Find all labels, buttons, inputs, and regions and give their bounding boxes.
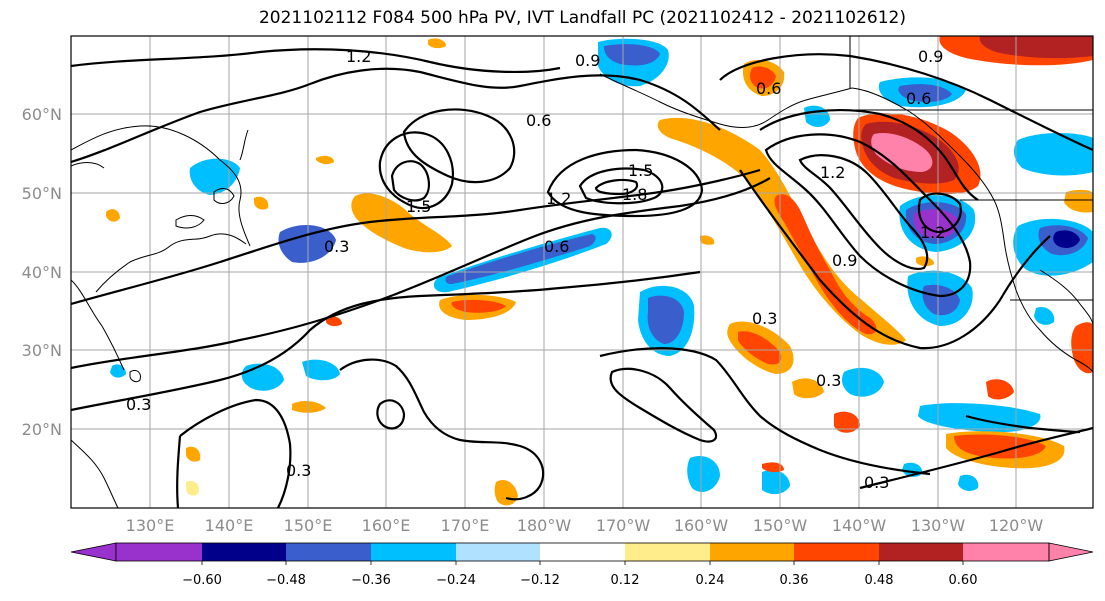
map-title: 2021102112 F084 500 hPa PV, IVT Landfall… xyxy=(258,8,906,28)
contour-label: 1.2 xyxy=(820,163,845,182)
lat-label: 60°N xyxy=(22,105,62,124)
lon-label: 130°W xyxy=(911,516,966,535)
colorbar-tick-label: 0.36 xyxy=(780,573,809,588)
lon-label: 150°W xyxy=(753,516,808,535)
contour-label: 0.3 xyxy=(126,395,151,414)
colorbar-segment xyxy=(540,543,625,561)
lat-label: 40°N xyxy=(22,263,62,282)
colorbar-segment xyxy=(70,542,117,562)
lon-label: 140°W xyxy=(832,516,887,535)
lon-label: 180°W xyxy=(517,516,572,535)
colorbar-segment xyxy=(286,543,371,561)
lon-label: 170°W xyxy=(596,516,651,535)
lon-label: 160°W xyxy=(674,516,729,535)
contour-label: 1.8 xyxy=(622,185,647,204)
contour-label: 0.3 xyxy=(324,237,349,256)
lon-label: 120°W xyxy=(989,516,1044,535)
contour-label: 1.2 xyxy=(920,223,945,242)
colorbar-segment xyxy=(879,543,963,561)
lon-label: 170°E xyxy=(441,516,490,535)
contour-label: 0.9 xyxy=(575,51,600,70)
coastlines xyxy=(71,36,1093,508)
contour-label: 0.3 xyxy=(752,309,777,328)
contour-label: 0.9 xyxy=(832,251,857,270)
colorbar-segment xyxy=(371,543,456,561)
contour-label: 0.3 xyxy=(816,371,841,390)
contour-label: 0.6 xyxy=(906,89,931,108)
contour-label: 0.6 xyxy=(526,111,551,130)
lat-axis-labels: 60°N 50°N 40°N 30°N 20°N xyxy=(22,105,62,439)
colorbar-segment xyxy=(116,543,202,561)
colorbar-tick-label: 0.24 xyxy=(696,573,725,588)
contour-label: 0.6 xyxy=(544,237,569,256)
colorbar-segment xyxy=(710,543,794,561)
colorbar-segment xyxy=(1048,542,1094,562)
colorbar-segment xyxy=(963,543,1049,561)
colorbar-segment xyxy=(794,543,879,561)
contour-label: 0.3 xyxy=(286,461,311,480)
contour-label: 0.9 xyxy=(918,47,943,66)
contour-label: 0.3 xyxy=(864,473,889,492)
lon-label: 160°E xyxy=(362,516,411,535)
colorbar: −0.60 −0.48 −0.36 −0.24 −0.12 0.12 0.24 … xyxy=(70,542,1094,588)
colorbar-tick-label: 0.12 xyxy=(611,573,640,588)
lon-label: 140°E xyxy=(205,516,254,535)
lat-label: 50°N xyxy=(22,184,62,203)
contour-label: 1.2 xyxy=(546,189,571,208)
colorbar-segment xyxy=(456,543,540,561)
contour-label: 0.6 xyxy=(756,79,781,98)
contour-label: 1.5 xyxy=(628,161,653,180)
contour-label: 1.2 xyxy=(346,47,371,66)
colorbar-tick-label: −0.24 xyxy=(436,573,476,588)
contour-labels: 1.2 0.9 0.6 1.5 1.8 0.3 0.6 1.2 1.5 1.2 … xyxy=(126,47,945,492)
colorbar-tick-label: 0.48 xyxy=(865,573,894,588)
colorbar-tick-label: 0.60 xyxy=(949,573,978,588)
pv-contours xyxy=(71,48,1093,508)
map-panel: 1.2 0.9 0.6 1.5 1.8 0.3 0.6 1.2 1.5 1.2 … xyxy=(70,35,1094,509)
colorbar-tick-label: −0.48 xyxy=(266,573,306,588)
colorbar-segment xyxy=(202,543,286,561)
lat-label: 20°N xyxy=(22,420,62,439)
lon-axis-labels: 130°E 140°E 150°E 160°E 170°E 180°W 170°… xyxy=(126,516,1044,535)
contour-label: 1.5 xyxy=(406,197,431,216)
colorbar-tick-label: −0.12 xyxy=(520,573,560,588)
lon-label: 150°E xyxy=(284,516,333,535)
colorbar-tick-label: −0.36 xyxy=(351,573,391,588)
colorbar-tick-label: −0.60 xyxy=(182,573,222,588)
lon-label: 130°E xyxy=(126,516,175,535)
lat-label: 30°N xyxy=(22,341,62,360)
colorbar-segment xyxy=(625,543,710,561)
